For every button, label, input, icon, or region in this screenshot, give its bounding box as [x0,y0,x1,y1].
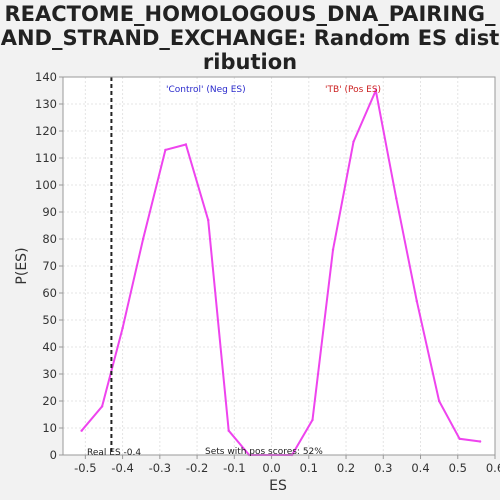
y-tick-label: 50 [42,313,57,327]
x-tick-label: 0.3 [374,461,392,475]
x-tick-label: -0.2 [186,461,208,475]
data-point [478,440,482,443]
data-point [184,143,188,146]
neg-es-annotation: 'Control' (Neg ES) [166,85,246,95]
chart-title: REACTOME_HOMOLOGOUS_DNA_PAIRING_AND_STRA… [0,2,500,74]
data-point [121,326,124,330]
y-tick-label: 140 [35,70,57,84]
data-point [227,429,230,432]
y-tick-label: 80 [42,232,57,246]
data-point [374,89,378,92]
y-tick-label: 10 [42,421,57,435]
real-es-annotation: Real ES -0.4 [87,448,141,458]
x-axis-ticks: -0.5 -0.4 -0.3 -0.2 -0.1 0.0 0.1 0.2 0.3 0.4 0.5 0.… [74,455,500,475]
y-tick-label: 130 [35,97,57,111]
x-tick-label: -0.5 [74,461,96,475]
x-tick-label: -0.1 [223,461,245,475]
plot-border [62,76,496,456]
x-tick-label: 0.2 [337,461,355,475]
data-point [395,197,398,200]
x-tick-label: 0.6 [486,461,500,475]
y-tick-label: 30 [42,367,57,381]
data-point [100,405,104,408]
data-point [352,140,355,143]
y-tick-label: 20 [42,394,57,408]
data-point [458,437,461,440]
data-point [80,429,83,432]
y-axis-ticks: 0 10 20 30 40 50 60 70 80 90 100 110 120 130 140 [35,70,63,462]
data-point [311,418,314,422]
data-point [164,148,167,152]
data-point [437,399,441,403]
y-tick-label: 70 [42,259,57,273]
y-tick-label: 60 [42,286,57,300]
data-point [141,237,145,241]
y-tick-label: 90 [42,205,57,219]
x-tick-label: 0.5 [449,461,467,475]
y-tick-label: 0 [50,448,57,462]
y-tick-label: 100 [35,178,57,192]
y-axis-label: P(ES) [14,247,30,284]
y-tick-label: 40 [42,340,57,354]
x-tick-label: 0.4 [411,461,429,475]
y-tick-label: 110 [35,151,57,165]
x-axis-label: ES [269,478,287,494]
series-points [80,89,482,457]
pos-es-annotation: 'TB' (Pos ES) [325,85,381,95]
pos-scores-annotation: Sets with pos scores: 52% [205,447,323,457]
data-point [331,248,335,251]
x-tick-label: 0.1 [300,461,318,475]
x-tick-label: 0.0 [262,461,280,475]
data-point [207,218,210,222]
y-tick-label: 120 [35,124,57,138]
data-point [415,299,418,303]
x-tick-label: -0.3 [149,461,171,475]
x-tick-label: -0.4 [111,461,133,475]
